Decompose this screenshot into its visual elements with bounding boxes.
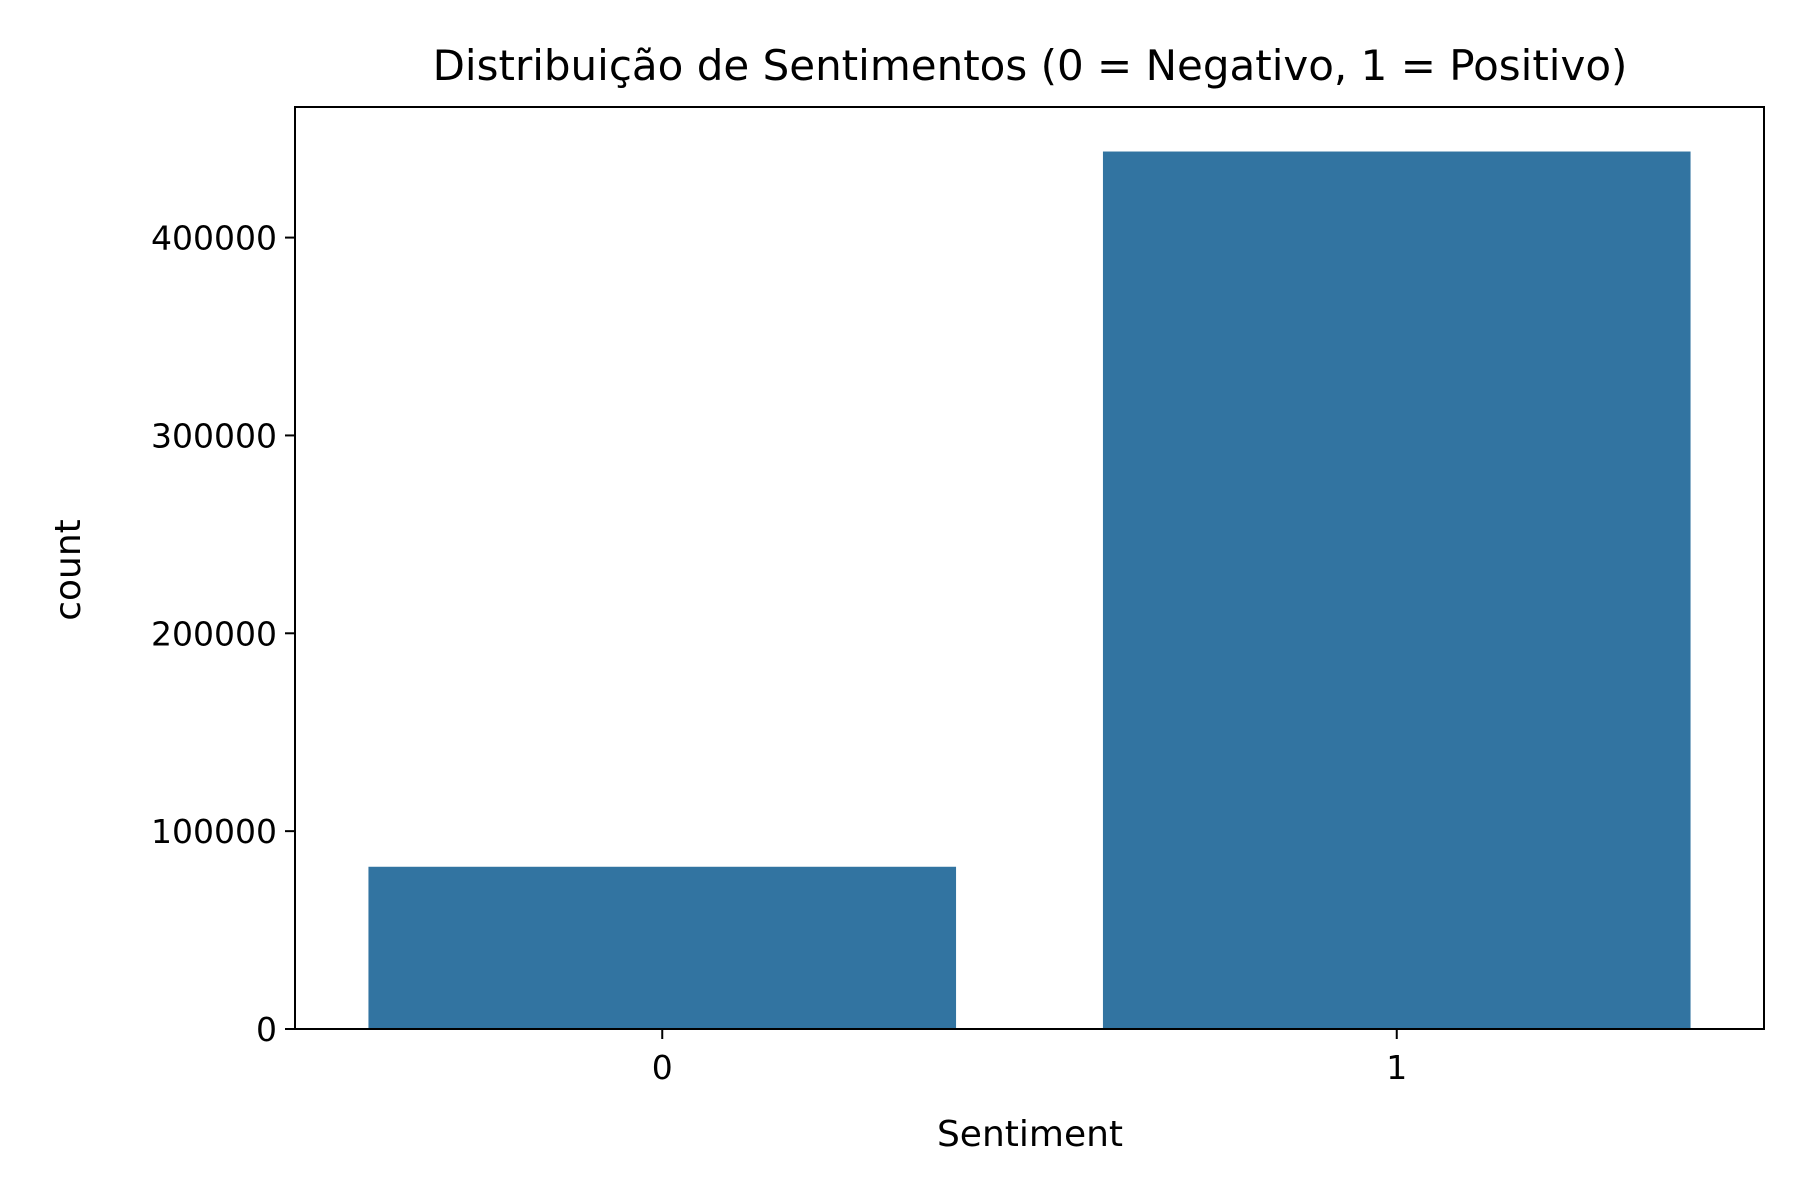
y-tick-label-400000: 400000 xyxy=(151,219,277,258)
y-tick-label-300000: 300000 xyxy=(151,416,277,455)
x-axis-label: Sentiment xyxy=(937,1114,1123,1155)
bar-0 xyxy=(368,866,957,1029)
chart-title: Distribuição de Sentimentos (0 = Negativ… xyxy=(433,41,1628,90)
bar-1 xyxy=(1102,151,1691,1030)
y-tick-label-0: 0 xyxy=(256,1010,277,1049)
y-tick-label-200000: 200000 xyxy=(151,614,277,653)
y-axis-ticks: 0 100000 200000 300000 400000 xyxy=(151,219,295,1049)
x-tick-label-0: 0 xyxy=(652,1048,673,1087)
x-tick-label-1: 1 xyxy=(1386,1048,1407,1087)
plot-frame xyxy=(294,106,1765,1030)
y-axis-label: count xyxy=(48,519,89,621)
bars-group xyxy=(368,151,1691,1030)
y-tick-label-100000: 100000 xyxy=(151,812,277,851)
